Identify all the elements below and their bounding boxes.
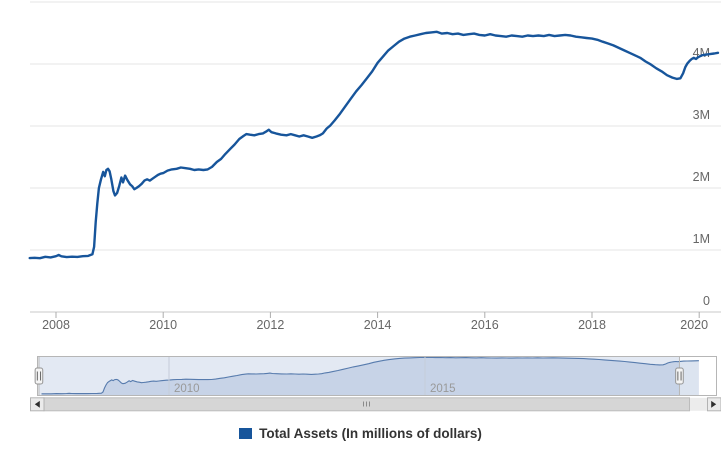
x-axis-label: 2020 [680,318,708,332]
x-axis [30,311,721,318]
y-axis-labels: 0 1M 2M 3M 4M [693,46,710,308]
scrollbar [30,397,721,412]
plot-area-hit[interactable] [30,2,720,312]
y-axis-label: 0 [703,294,710,308]
y-axis-label: 2M [693,170,710,184]
navigator-mask[interactable] [38,356,680,396]
x-axis-label: 2016 [471,318,499,332]
handle-grip-icon [34,367,44,385]
navigator: 2010 2015 [34,356,717,396]
total-assets-line [28,30,720,260]
navigator-handle-right[interactable] [675,356,684,396]
y-axis-label: 1M [693,232,710,246]
navigator-year-label: 2015 [430,383,456,395]
scroll-left-arrow-icon [34,400,40,408]
x-axis-label: 2008 [42,318,70,332]
legend-label: Total Assets (In millions of dollars) [259,426,482,441]
scroll-right-arrow-icon [711,400,717,408]
series-group [28,30,720,260]
legend[interactable]: Total Assets (In millions of dollars) [0,426,721,441]
x-axis-label: 2018 [578,318,606,332]
navigator-handle-left[interactable] [34,356,44,396]
x-axis-labels: 2008 2010 2012 2014 2016 2018 2020 [42,318,708,332]
handle-grip-icon [675,367,684,385]
x-axis-label: 2014 [364,318,392,332]
navigator-line [41,356,699,395]
legend-swatch-icon [239,428,253,439]
y-axis-label: 3M [693,108,710,122]
navigator-year-label: 2010 [174,383,200,395]
plot-area[interactable] [30,2,720,312]
x-axis-label: 2012 [256,318,284,332]
navigator-area [41,357,699,396]
y-axis-label: 4M [693,46,710,60]
x-axis-label: 2010 [149,318,177,332]
